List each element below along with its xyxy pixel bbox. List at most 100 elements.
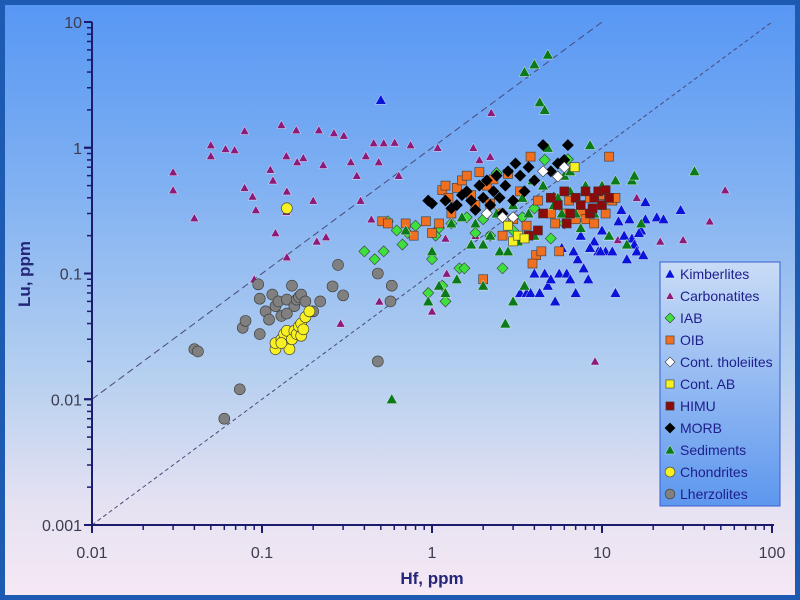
data-point bbox=[205, 151, 216, 160]
data-point bbox=[507, 194, 520, 207]
data-point bbox=[538, 208, 548, 219]
axes: 0.01 0.1 1 10 100 0.001 0.01 0.1 1 10 bbox=[42, 15, 785, 562]
legend-label: Cont. tholeiites bbox=[680, 354, 773, 370]
legend-label: Lherzolites bbox=[680, 486, 748, 502]
data-point bbox=[528, 202, 541, 215]
data-point bbox=[298, 153, 309, 162]
data-point bbox=[377, 245, 390, 258]
data-point bbox=[516, 191, 529, 203]
legend: Kimberlites Carbonatites IAB OIB Cont. thole… bbox=[659, 261, 781, 507]
data-point bbox=[441, 268, 452, 278]
data-point bbox=[484, 229, 497, 241]
data-point bbox=[378, 138, 389, 147]
data-point bbox=[623, 213, 636, 224]
y-tick-label: 1 bbox=[73, 141, 82, 158]
data-point bbox=[609, 287, 622, 298]
data-point bbox=[465, 194, 478, 207]
data-point bbox=[493, 245, 506, 256]
data-point bbox=[253, 292, 266, 305]
data-point bbox=[456, 211, 468, 222]
data-point bbox=[507, 211, 520, 224]
data-point bbox=[239, 315, 252, 327]
data-point bbox=[606, 245, 619, 256]
data-point bbox=[537, 139, 549, 152]
data-point bbox=[314, 295, 327, 308]
data-point bbox=[393, 170, 404, 180]
data-point bbox=[674, 204, 687, 215]
data-point bbox=[485, 151, 496, 161]
data-point bbox=[252, 278, 265, 291]
legend-label: Carbonatites bbox=[680, 288, 759, 304]
data-point bbox=[704, 216, 715, 226]
data-point bbox=[502, 165, 514, 178]
series-kimberlites bbox=[374, 94, 687, 306]
data-point bbox=[253, 328, 266, 340]
data-point bbox=[561, 218, 572, 229]
x-tick-label: 0.01 bbox=[76, 545, 107, 562]
data-point bbox=[484, 199, 497, 212]
data-point bbox=[528, 267, 541, 279]
data-point bbox=[635, 217, 648, 229]
data-point bbox=[631, 192, 642, 202]
data-point bbox=[657, 213, 670, 224]
data-point bbox=[351, 170, 362, 180]
legend-label: Sediments bbox=[680, 442, 746, 458]
data-point bbox=[314, 125, 324, 134]
data-point bbox=[528, 174, 541, 187]
data-point bbox=[522, 207, 535, 219]
data-point bbox=[268, 175, 278, 185]
data-point bbox=[546, 192, 556, 203]
data-point bbox=[263, 313, 275, 326]
data-point bbox=[451, 273, 463, 284]
data-point bbox=[528, 58, 541, 70]
data-point bbox=[281, 202, 293, 215]
data-point bbox=[577, 262, 590, 273]
data-point bbox=[469, 204, 482, 216]
data-point bbox=[434, 218, 444, 229]
data-point bbox=[533, 195, 543, 206]
series-cont-tholeiites bbox=[480, 161, 571, 224]
data-point bbox=[426, 245, 438, 256]
data-point bbox=[473, 179, 486, 192]
data-point bbox=[571, 253, 584, 264]
series-sediments bbox=[385, 48, 701, 404]
data-point bbox=[311, 236, 322, 246]
data-point bbox=[567, 245, 580, 256]
data-point bbox=[366, 214, 377, 224]
y-tick-label: 10 bbox=[64, 15, 82, 32]
data-point bbox=[345, 157, 356, 166]
data-point bbox=[408, 230, 419, 241]
data-point bbox=[452, 183, 462, 193]
data-point bbox=[477, 191, 490, 204]
reference-lines bbox=[91, 21, 773, 526]
data-point bbox=[239, 126, 250, 135]
legend-label: IAB bbox=[680, 310, 703, 326]
data-point bbox=[518, 185, 531, 198]
data-point bbox=[533, 96, 546, 107]
data-point bbox=[537, 179, 549, 191]
reference-line bbox=[91, 21, 603, 400]
data-point bbox=[551, 170, 564, 183]
data-point bbox=[318, 160, 329, 169]
x-tick-label: 0.1 bbox=[251, 545, 273, 562]
legend-label: Kimberlites bbox=[680, 266, 749, 282]
data-point bbox=[496, 262, 509, 275]
data-point bbox=[385, 279, 398, 292]
data-point bbox=[422, 295, 435, 306]
data-point bbox=[499, 317, 512, 329]
data-point bbox=[533, 225, 543, 236]
data-point bbox=[368, 253, 381, 266]
data-points bbox=[168, 48, 730, 425]
x-tick-label: 100 bbox=[759, 545, 786, 562]
data-point bbox=[282, 252, 292, 261]
data-point bbox=[559, 186, 570, 197]
legend-marker-icon bbox=[664, 356, 676, 368]
data-point bbox=[439, 295, 452, 308]
legend-marker-icon bbox=[665, 401, 675, 411]
y-tick-label: 0.1 bbox=[60, 267, 82, 284]
data-point bbox=[368, 138, 379, 147]
data-point bbox=[460, 185, 473, 198]
data-point bbox=[569, 162, 580, 173]
data-point bbox=[499, 179, 512, 192]
data-point bbox=[465, 238, 478, 250]
